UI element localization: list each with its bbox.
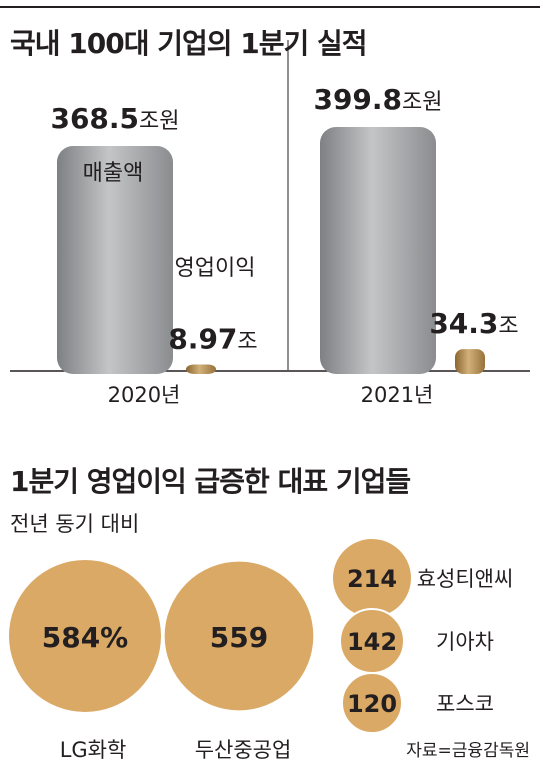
top-rule (0, 6, 540, 8)
label-sales-2: 399.8조원 (313, 83, 442, 116)
label-op-profit-2: 34.3조 (429, 307, 518, 340)
bubble-value-5: 120 (347, 690, 397, 718)
bubble-value-3: 214 (347, 565, 397, 593)
series-label-sales: 매출액 (83, 161, 144, 186)
bubble-name-4: 기아차 (436, 630, 494, 654)
bar-op-profit-1 (186, 364, 216, 374)
bubble-1 (7, 558, 163, 714)
bubble-5 (341, 672, 403, 734)
label-sales-1: 368.5조원 (50, 102, 179, 135)
bubble-name-3: 효성티앤씨 (417, 567, 514, 591)
category-label-2: 2021년 (361, 383, 434, 407)
chart2-title: 1분기 영업이익 급증한 대표 기업들 (10, 465, 411, 498)
chart1-title: 국내 100대 기업의 1분기 실적 (10, 27, 368, 60)
bar-sales-1 (57, 146, 173, 374)
bar-sales-2 (320, 127, 436, 374)
bar-op-profit-2 (455, 349, 485, 374)
bubble-value-2: 559 (210, 621, 268, 654)
chart2-subtitle: 전년 동기 대비 (10, 512, 140, 536)
bubble-2 (162, 559, 316, 713)
source-note: 자료=금융감독원 (406, 741, 530, 761)
bubble-value-1: 584% (42, 621, 129, 654)
bubble-name-2: 두산중공업 (195, 738, 292, 762)
bubble-value-4: 142 (347, 628, 397, 656)
category-label-1: 2020년 (108, 383, 181, 407)
bubble-name-1: LG화학 (60, 738, 127, 762)
label-op-profit-1: 8.97조 (168, 323, 257, 356)
bubble-name-5: 포스코 (436, 692, 494, 716)
series-label-op-profit: 영업이익 (175, 256, 256, 281)
